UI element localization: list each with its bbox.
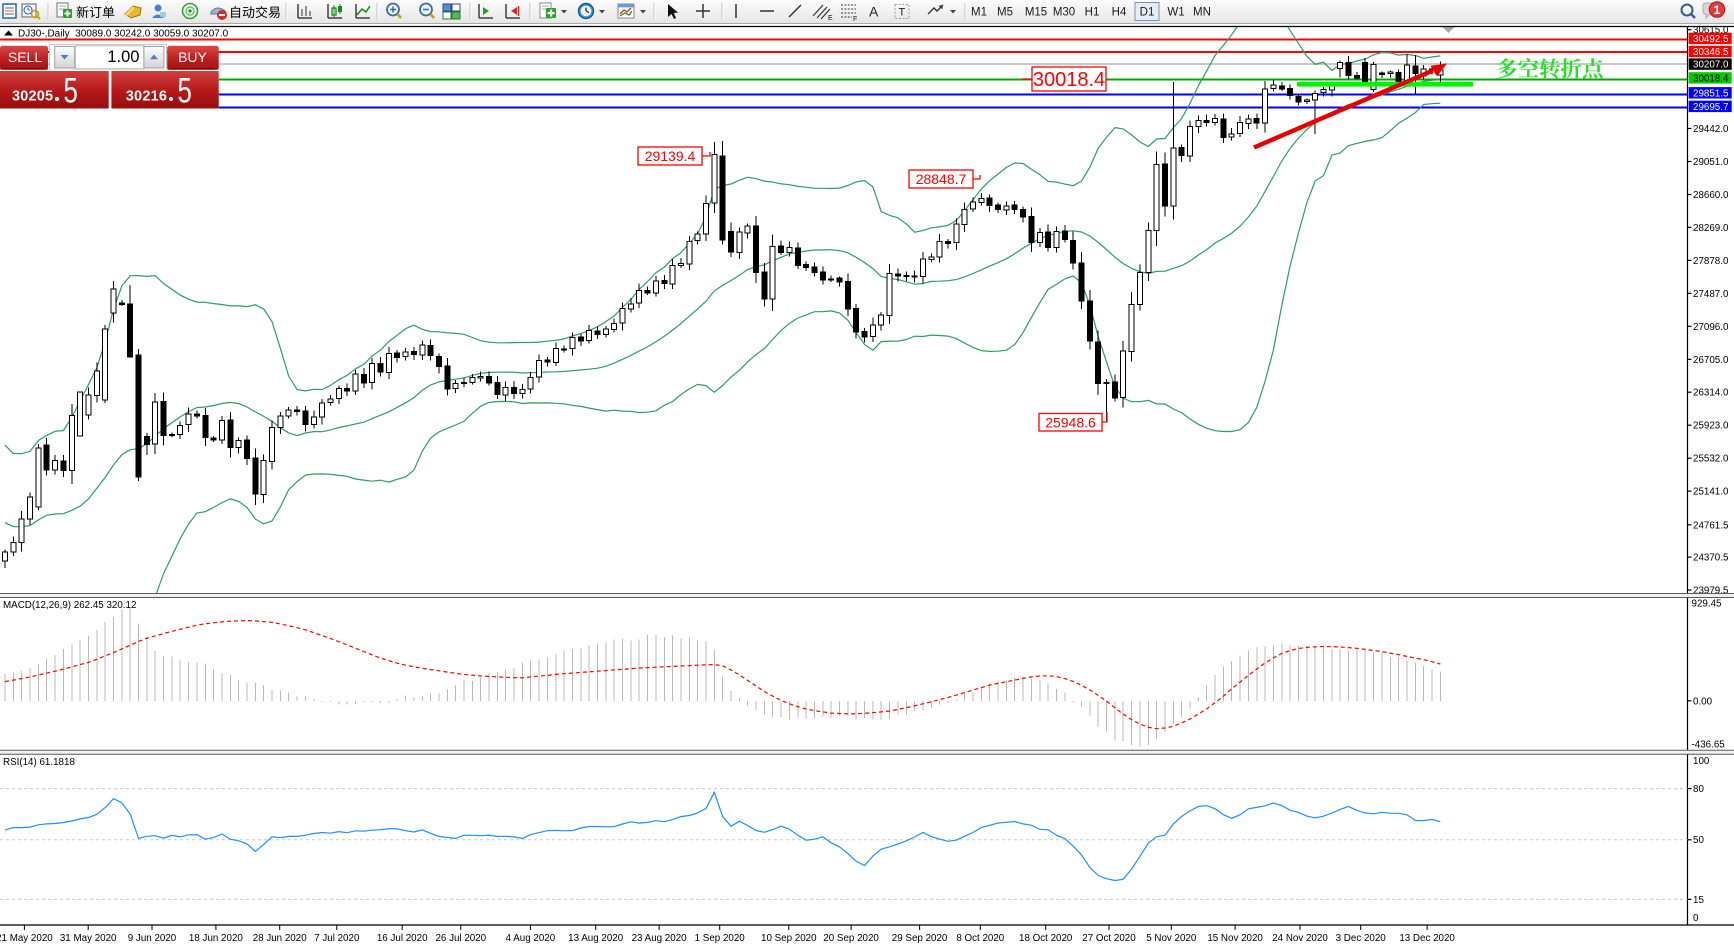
svg-text:30207.0: 30207.0 — [1693, 60, 1729, 71]
svg-text:5 Nov 2020: 5 Nov 2020 — [1146, 933, 1197, 944]
svg-text:29442.0: 29442.0 — [1693, 124, 1729, 135]
svg-text:W1: W1 — [1167, 7, 1184, 19]
svg-text:5: 5 — [178, 70, 192, 110]
svg-text:30018.4: 30018.4 — [1693, 74, 1729, 85]
svg-text:1 Sep 2020: 1 Sep 2020 — [695, 933, 746, 944]
svg-text:F: F — [853, 16, 857, 23]
svg-text:-436.65: -436.65 — [1692, 740, 1726, 751]
svg-text:BUY: BUY — [178, 49, 207, 65]
svg-text:0: 0 — [1693, 913, 1699, 924]
svg-text:29695.7: 29695.7 — [1693, 102, 1728, 113]
svg-text:24761.5: 24761.5 — [1693, 520, 1729, 531]
svg-text:25141.0: 25141.0 — [1693, 487, 1729, 498]
svg-text:13 Dec 2020: 13 Dec 2020 — [1399, 933, 1455, 944]
svg-text:28660.0: 28660.0 — [1693, 190, 1729, 201]
svg-text:100: 100 — [1693, 756, 1710, 767]
svg-text:18 Jun 2020: 18 Jun 2020 — [189, 933, 243, 944]
svg-text:H1: H1 — [1085, 7, 1100, 19]
svg-text:1.00: 1.00 — [107, 48, 139, 66]
svg-text:25948.6: 25948.6 — [1045, 414, 1096, 430]
svg-text:E: E — [828, 15, 833, 22]
svg-text:25923.0: 25923.0 — [1693, 421, 1729, 432]
svg-text:29851.5: 29851.5 — [1693, 88, 1729, 99]
svg-text:MN: MN — [1193, 7, 1211, 19]
svg-text:DJ30-,Daily 30089.0 30242.0 3: DJ30-,Daily 30089.0 30242.0 30059.0 3020… — [18, 29, 229, 40]
svg-text:SELL: SELL — [8, 49, 42, 65]
svg-text:0.00: 0.00 — [1693, 696, 1713, 707]
svg-text:28848.7: 28848.7 — [916, 171, 967, 187]
svg-text:RSI(14) 61.1818: RSI(14) 61.1818 — [3, 757, 75, 768]
svg-text:9 Jun 2020: 9 Jun 2020 — [128, 933, 177, 944]
svg-text:30615.0: 30615.0 — [1693, 25, 1729, 36]
svg-text:30346.5: 30346.5 — [1693, 47, 1729, 58]
svg-text:24 Nov 2020: 24 Nov 2020 — [1272, 933, 1328, 944]
svg-text:5: 5 — [64, 70, 78, 110]
svg-text:24370.5: 24370.5 — [1693, 553, 1729, 564]
svg-text:MACD(12,26,9) 262.45 320.12: MACD(12,26,9) 262.45 320.12 — [3, 600, 136, 611]
svg-text:23 Aug 2020: 23 Aug 2020 — [632, 933, 688, 944]
svg-text:23979.5: 23979.5 — [1693, 586, 1729, 597]
svg-text:28 Jun 2020: 28 Jun 2020 — [253, 933, 307, 944]
svg-text:26314.0: 26314.0 — [1693, 388, 1729, 399]
svg-text:29051.0: 29051.0 — [1693, 157, 1729, 168]
svg-text:20 Sep 2020: 20 Sep 2020 — [823, 933, 879, 944]
svg-text:25532.0: 25532.0 — [1693, 454, 1729, 465]
svg-text:3 Dec 2020: 3 Dec 2020 — [1336, 933, 1387, 944]
svg-text:18 Oct 2020: 18 Oct 2020 — [1019, 933, 1073, 944]
svg-text:8 Oct 2020: 8 Oct 2020 — [956, 933, 1004, 944]
svg-text:M1: M1 — [971, 7, 987, 19]
svg-text:1: 1 — [1714, 3, 1721, 17]
svg-text:7 Jul 2020: 7 Jul 2020 — [314, 933, 360, 944]
svg-text:4 Aug 2020: 4 Aug 2020 — [506, 933, 556, 944]
svg-text:21 May 2020: 21 May 2020 — [0, 933, 53, 944]
svg-text:27878.0: 27878.0 — [1693, 256, 1729, 267]
svg-text:15 Nov 2020: 15 Nov 2020 — [1207, 933, 1263, 944]
svg-text:30205: 30205 — [12, 89, 53, 105]
svg-text:A: A — [869, 4, 879, 20]
svg-text:50: 50 — [1693, 835, 1704, 846]
svg-text:16 Jul 2020: 16 Jul 2020 — [377, 933, 428, 944]
svg-text:30492.5: 30492.5 — [1693, 34, 1729, 45]
svg-text:28269.0: 28269.0 — [1693, 223, 1729, 234]
svg-text:13 Aug 2020: 13 Aug 2020 — [568, 933, 624, 944]
svg-text:T: T — [899, 7, 906, 19]
svg-text:10 Sep 2020: 10 Sep 2020 — [761, 933, 817, 944]
svg-text:30216: 30216 — [126, 89, 167, 105]
svg-text:29 Sep 2020: 29 Sep 2020 — [892, 933, 948, 944]
svg-text:31 May 2020: 31 May 2020 — [60, 933, 117, 944]
svg-text:M30: M30 — [1053, 7, 1075, 19]
svg-text:30018.4: 30018.4 — [1033, 69, 1105, 91]
svg-text:26 Jul 2020: 26 Jul 2020 — [435, 933, 486, 944]
svg-text:H4: H4 — [1112, 7, 1127, 19]
svg-text:D1: D1 — [1140, 7, 1155, 19]
svg-text:80: 80 — [1693, 784, 1704, 795]
svg-text:M5: M5 — [997, 7, 1013, 19]
svg-text:27 Oct 2020: 27 Oct 2020 — [1082, 933, 1136, 944]
svg-text:27096.0: 27096.0 — [1693, 322, 1729, 333]
svg-text:26705.0: 26705.0 — [1693, 355, 1729, 366]
svg-text:M15: M15 — [1025, 7, 1047, 19]
svg-text:29139.4: 29139.4 — [645, 148, 696, 164]
svg-text:15: 15 — [1693, 895, 1704, 906]
svg-text:27487.0: 27487.0 — [1693, 289, 1729, 300]
svg-text:929.45: 929.45 — [1692, 599, 1723, 610]
